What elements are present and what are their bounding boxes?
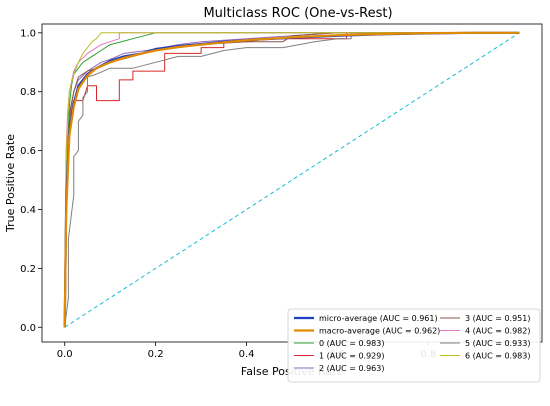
y-tick-label: 0.4 — [20, 205, 36, 216]
x-tick-label: 0.2 — [148, 349, 164, 360]
y-tick-label: 1.0 — [20, 28, 36, 39]
legend-label-1: macro-average (AUC = 0.962) — [319, 327, 440, 336]
legend-label-7: 5 (AUC = 0.933) — [465, 339, 530, 348]
x-tick-label: 0.0 — [57, 349, 73, 360]
series-layer — [63, 31, 520, 328]
y-axis-ticks: 0.0 0.2 0.4 0.6 0.8 1.0 — [20, 28, 42, 334]
legend-label-4: 2 (AUC = 0.963) — [319, 364, 384, 373]
y-axis-label: True Positive Rate — [4, 134, 17, 233]
y-tick-label: 0.2 — [20, 264, 36, 275]
series-line-8 — [64, 32, 520, 328]
y-tick-label: 0.6 — [20, 146, 36, 157]
legend-label-6: 4 (AUC = 0.982) — [465, 327, 530, 336]
legend-label-0: micro-average (AUC = 0.961) — [319, 314, 438, 323]
legend-label-3: 1 (AUC = 0.929) — [319, 352, 384, 361]
chart-title: Multiclass ROC (One-vs-Rest) — [203, 6, 392, 21]
y-tick-label: 0.0 — [20, 323, 36, 334]
legend: micro-average (AUC = 0.961) macro-average… — [287, 308, 541, 383]
plot-background — [42, 24, 542, 342]
chance-diagonal-line — [64, 32, 520, 328]
series-line-7 — [64, 32, 520, 328]
legend-label-2: 0 (AUC = 0.983) — [319, 339, 384, 348]
x-tick-label: 0.4 — [239, 349, 255, 360]
series-line-1 — [63, 31, 520, 328]
legend-box — [287, 308, 541, 383]
plot-area — [41, 23, 543, 343]
y-tick-label: 0.8 — [20, 87, 36, 98]
legend-label-5: 3 (AUC = 0.951) — [465, 314, 530, 323]
legend-label-8: 6 (AUC = 0.983) — [465, 352, 530, 361]
